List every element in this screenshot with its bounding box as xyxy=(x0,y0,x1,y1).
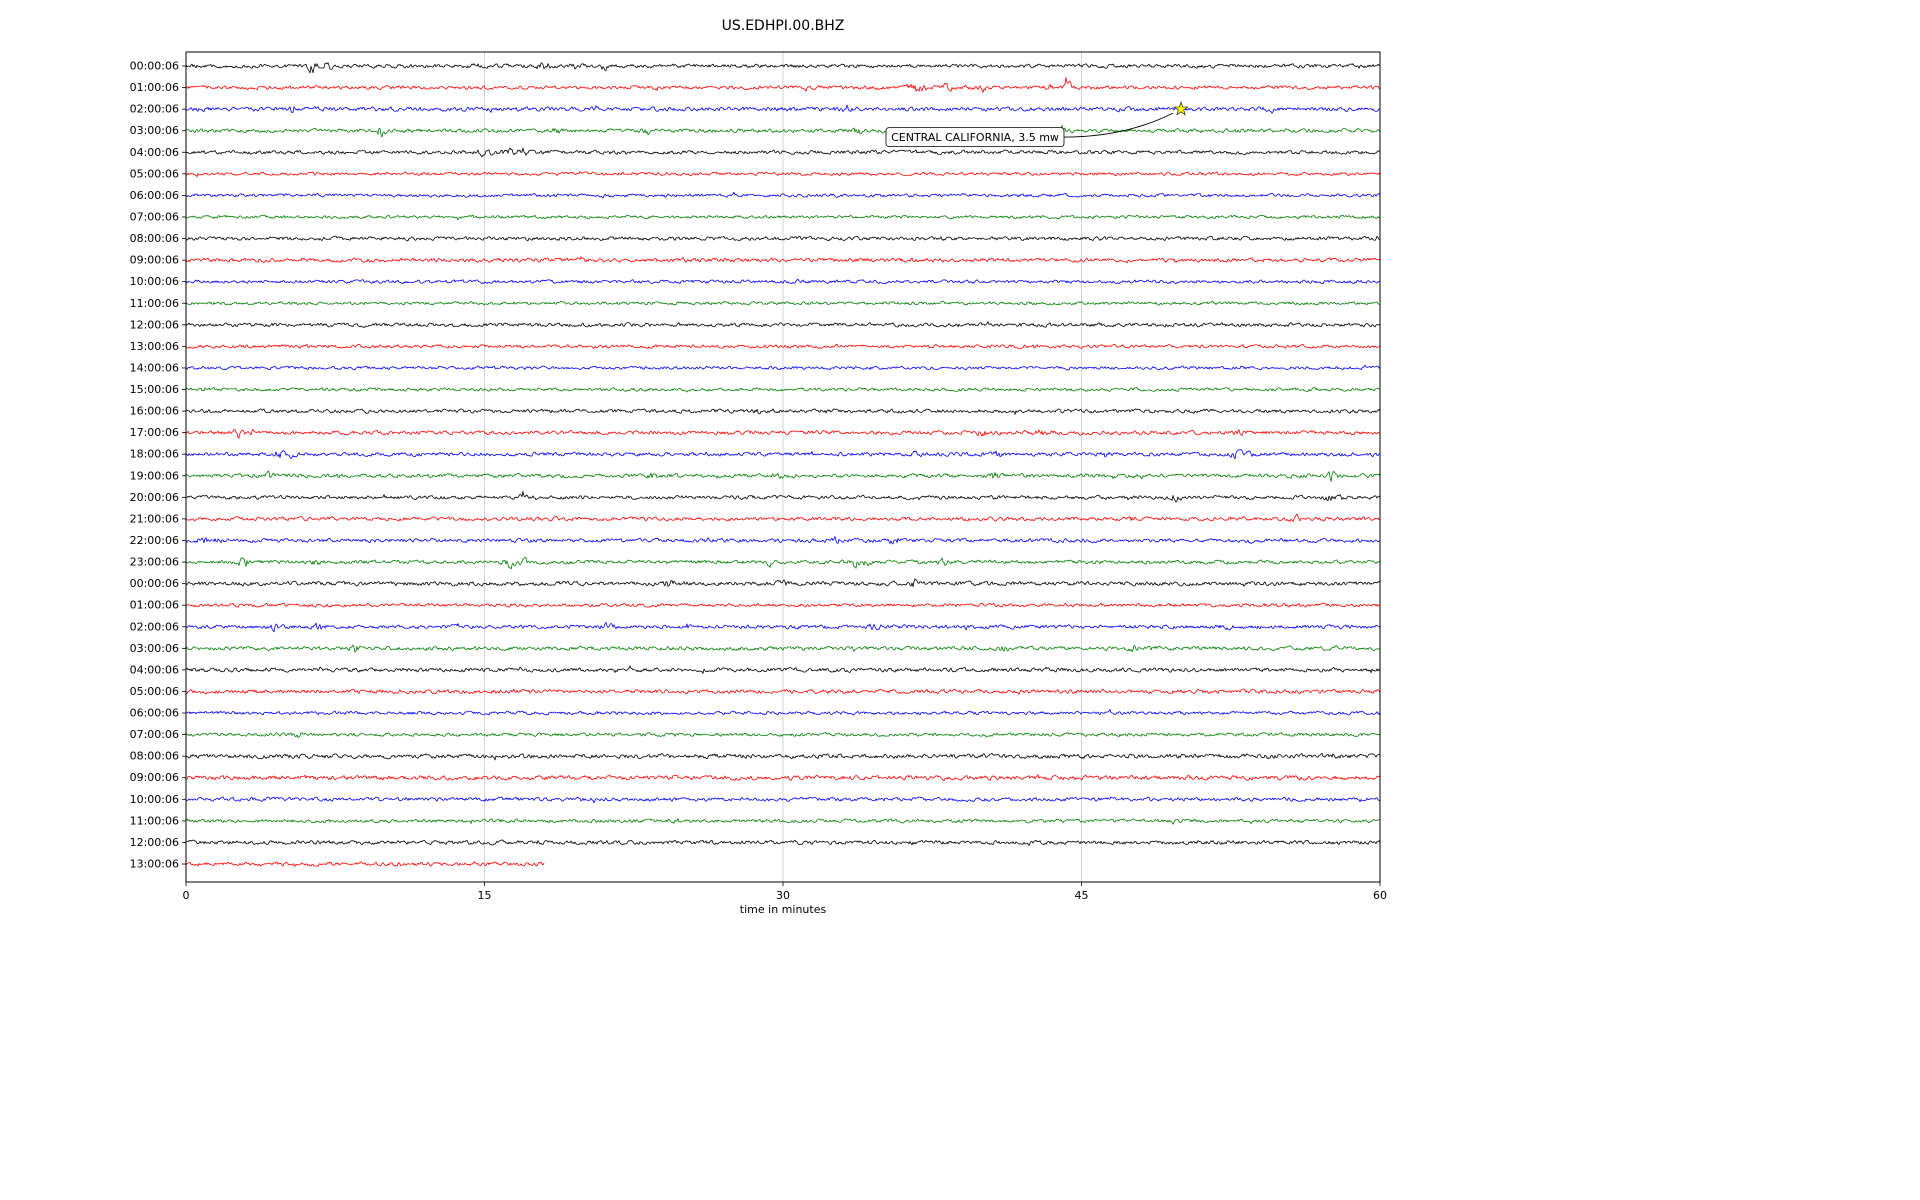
y-tick-label: 07:00:06 xyxy=(130,728,179,741)
y-tick-label: 16:00:06 xyxy=(130,405,179,418)
y-tick-label: 11:00:06 xyxy=(130,297,179,310)
event-star-icon xyxy=(1173,101,1189,116)
y-tick-label: 00:00:06 xyxy=(130,577,179,590)
y-tick-label: 21:00:06 xyxy=(130,512,179,525)
y-tick-label: 00:00:06 xyxy=(130,60,179,73)
y-tick-label: 09:00:06 xyxy=(130,771,179,784)
y-tick-label: 14:00:06 xyxy=(130,361,179,374)
seismogram-trace xyxy=(185,171,1381,178)
y-tick-label: 06:00:06 xyxy=(130,707,179,720)
seismogram-trace xyxy=(185,839,1381,846)
callout-arrow-line xyxy=(1063,112,1174,138)
seismogram-trace xyxy=(185,278,1381,285)
y-tick-label: 02:00:06 xyxy=(130,620,179,633)
y-tick-label: 23:00:06 xyxy=(130,556,179,569)
y-tick-label: 12:00:06 xyxy=(130,318,179,331)
y-tick-label: 22:00:06 xyxy=(130,534,179,547)
y-axis-labels: 00:00:06 01:00:06 02:00:06 03:00:06 04:00:06… xyxy=(130,60,186,871)
annotation-text: CENTRAL CALIFORNIA, 3.5 mw xyxy=(891,131,1059,144)
y-tick-label: 04:00:06 xyxy=(130,146,179,159)
seismogram-trace xyxy=(185,861,545,867)
x-axis-labels: 0 15 30 45 60 xyxy=(183,882,1387,902)
y-tick-label: 13:00:06 xyxy=(130,858,179,871)
y-tick-label: 05:00:06 xyxy=(130,167,179,180)
y-tick-label: 10:00:06 xyxy=(130,275,179,288)
seismogram-trace xyxy=(185,557,1381,570)
seismogram-trace xyxy=(185,578,1381,588)
seismogram-trace xyxy=(185,709,1381,716)
y-tick-label: 06:00:06 xyxy=(130,189,179,202)
y-tick-label: 01:00:06 xyxy=(130,599,179,612)
y-tick-label: 20:00:06 xyxy=(130,491,179,504)
seismogram-trace xyxy=(185,752,1381,761)
seismogram-trace xyxy=(185,818,1381,825)
seismogram-trace xyxy=(185,428,1381,439)
seismogram-trace xyxy=(185,62,1381,74)
x-tick-label: 15 xyxy=(478,889,492,902)
seismogram-trace xyxy=(185,513,1381,522)
seismogram-trace xyxy=(185,343,1381,350)
seismogram-trace xyxy=(185,449,1381,460)
y-tick-label: 03:00:06 xyxy=(130,124,179,137)
seismogram-trace xyxy=(185,321,1381,328)
callout-box xyxy=(885,127,1065,147)
y-tick-label: 13:00:06 xyxy=(130,340,179,353)
y-tick-label: 08:00:06 xyxy=(130,750,179,763)
seismogram-trace xyxy=(185,408,1381,415)
seismogram-trace xyxy=(185,665,1381,674)
seismogram-trace xyxy=(185,77,1381,93)
x-axis-title: time in minutes xyxy=(740,903,827,916)
y-tick-label: 09:00:06 xyxy=(130,254,179,267)
y-tick-label: 02:00:06 xyxy=(130,103,179,116)
seismogram-trace xyxy=(185,536,1381,545)
y-tick-label: 10:00:06 xyxy=(130,793,179,806)
y-tick-label: 01:00:06 xyxy=(130,81,179,94)
chart-title: US.EDHPI.00.BHZ xyxy=(722,18,845,34)
seismogram-trace xyxy=(185,364,1381,371)
seismogram-trace xyxy=(185,621,1381,633)
seismogram-trace xyxy=(185,256,1381,264)
y-tick-label: 18:00:06 xyxy=(130,448,179,461)
seismogram-trace xyxy=(185,214,1381,221)
seismogram-trace xyxy=(185,235,1381,242)
seismogram-trace xyxy=(185,688,1381,695)
y-tick-label: 19:00:06 xyxy=(130,469,179,482)
seismogram-trace xyxy=(185,300,1381,306)
seismogram-trace xyxy=(185,147,1381,158)
event-annotation: CENTRAL CALIFORNIA, 3.5 mw xyxy=(885,101,1189,147)
x-tick-label: 45 xyxy=(1075,889,1089,902)
seismogram-trace xyxy=(185,191,1381,199)
seismogram-trace xyxy=(185,732,1381,738)
grid-layer xyxy=(484,52,1082,882)
seismogram-trace xyxy=(185,470,1381,482)
seismogram-trace xyxy=(185,602,1381,608)
y-tick-label: 05:00:06 xyxy=(130,685,179,698)
x-tick-label: 0 xyxy=(183,889,190,902)
y-tick-label: 15:00:06 xyxy=(130,383,179,396)
seismogram-trace xyxy=(185,774,1381,781)
seismogram-trace xyxy=(185,644,1381,653)
y-tick-label: 12:00:06 xyxy=(130,836,179,849)
seismogram-trace xyxy=(185,490,1381,503)
y-tick-label: 07:00:06 xyxy=(130,210,179,223)
seismogram-trace xyxy=(185,796,1381,804)
x-tick-label: 60 xyxy=(1373,889,1387,902)
seismogram-trace xyxy=(185,124,1381,138)
y-tick-label: 04:00:06 xyxy=(130,663,179,676)
y-tick-label: 11:00:06 xyxy=(130,814,179,827)
y-tick-label: 03:00:06 xyxy=(130,642,179,655)
y-tick-label: 08:00:06 xyxy=(130,232,179,245)
trace-layer xyxy=(185,62,1381,867)
x-tick-label: 30 xyxy=(776,889,790,902)
y-tick-label: 17:00:06 xyxy=(130,426,179,439)
seismogram-trace xyxy=(185,386,1381,393)
